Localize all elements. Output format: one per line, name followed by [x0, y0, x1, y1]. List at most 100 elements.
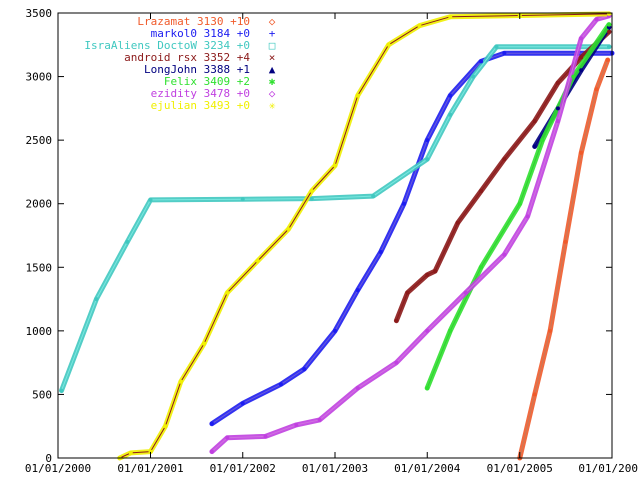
data-point [448, 112, 453, 117]
data-point [425, 272, 430, 277]
legend-series-score: 3184 +0 [204, 27, 250, 40]
data-point [540, 138, 545, 143]
data-point [525, 214, 530, 219]
x-tick-label: 01/01/2002 [210, 462, 276, 475]
data-point [606, 11, 611, 16]
data-point [579, 68, 584, 73]
data-point [479, 59, 484, 64]
legend-series-score: 3409 +2 [204, 75, 250, 88]
data-point [405, 290, 410, 295]
data-point [448, 93, 453, 98]
data-point [240, 401, 245, 406]
y-tick-label: 1500 [26, 261, 53, 274]
legend-series-score: 3493 +0 [204, 99, 250, 112]
series-line [61, 46, 609, 391]
data-point [548, 328, 553, 333]
plot-frame [57, 12, 613, 459]
legend-series-score: 3478 +0 [204, 87, 250, 100]
data-point [355, 288, 360, 293]
data-point [286, 227, 291, 232]
y-tick-label: 1000 [26, 325, 53, 338]
data-point [448, 328, 453, 333]
data-point [425, 157, 430, 162]
legend-item: ezidity 3478 +0 ◇ [151, 87, 276, 100]
series-markers [59, 11, 614, 460]
legend-series-name: markol0 [151, 27, 197, 40]
series-line [426, 24, 610, 389]
data-point [455, 220, 460, 225]
data-point [309, 196, 314, 201]
data-point [302, 367, 307, 371]
legend-marker: + [269, 27, 276, 40]
legend-series-name: ejulian [151, 99, 197, 112]
data-point [571, 74, 576, 79]
legend-marker: ◇ [269, 15, 276, 28]
data-point [532, 144, 537, 149]
data-point [479, 265, 484, 270]
data-point [563, 239, 568, 244]
y-tick-label: 2000 [26, 198, 53, 211]
data-point [555, 80, 560, 85]
x-tick-label: 01/01/2005 [487, 462, 553, 475]
data-point [378, 250, 383, 255]
data-point [479, 189, 484, 193]
data-point [394, 318, 399, 323]
data-point [502, 157, 507, 162]
x-tick-label: 01/01/2004 [394, 462, 461, 475]
legend-marker: ✳ [269, 99, 276, 112]
data-point [225, 435, 230, 440]
data-point [502, 252, 507, 257]
legend-series-name: Lrazamat [137, 15, 190, 28]
legend-series-score: 3352 +4 [204, 51, 251, 64]
series-2 [59, 44, 612, 394]
legend-label: Lrazamat 3130 +10 [137, 15, 250, 28]
legend-item: android rsx 3352 +4 × [124, 51, 275, 64]
data-point [148, 197, 153, 202]
data-point [128, 450, 133, 455]
data-point [555, 106, 560, 111]
legend-item: ejulian 3493 +0 ✳ [151, 99, 276, 112]
data-point [579, 36, 584, 41]
legend-item: Lrazamat 3130 +10 ◇ [137, 15, 275, 28]
data-point [606, 29, 611, 34]
legend: Lrazamat 3130 +10 ◇ markol0 3184 +0 + IsraAl… [84, 15, 275, 112]
data-point [555, 119, 560, 124]
data-point [425, 386, 430, 391]
data-point [448, 14, 453, 19]
data-point [255, 258, 260, 263]
legend-series-score: 3130 +10 [197, 15, 250, 28]
data-point [494, 44, 499, 49]
legend-item: markol0 3184 +0 + [151, 27, 276, 40]
data-point [394, 360, 399, 365]
legend-marker: □ [269, 39, 276, 52]
data-point [502, 51, 507, 56]
data-point [125, 239, 130, 244]
data-point [425, 328, 430, 333]
data-point [594, 17, 599, 22]
x-tick-label: 01/01/2003 [302, 462, 368, 475]
legend-series-name: Felix [164, 75, 197, 88]
data-point [579, 55, 584, 60]
y-tick-label: 500 [32, 388, 52, 401]
data-point [209, 421, 214, 426]
data-point [333, 163, 337, 168]
data-point [240, 197, 245, 202]
data-point [417, 23, 422, 28]
legend-series-name: android rsx [124, 51, 197, 64]
y-tick-label: 2500 [26, 134, 53, 147]
legend-series-score: 3388 +1 [204, 63, 250, 76]
data-point [278, 382, 283, 387]
legend-marker: ◇ [269, 87, 276, 100]
legend-label: ezidity 3478 +0 [151, 87, 250, 100]
legend-label: Felix 3409 +2 [164, 75, 250, 88]
data-point [333, 328, 337, 333]
data-point [209, 449, 214, 454]
legend-series-name: IsraAliens DoctoW [84, 39, 197, 52]
data-point [178, 379, 183, 384]
data-point [163, 424, 168, 429]
x-tick-label: 01/01/200 [578, 462, 638, 475]
data-point [309, 189, 314, 193]
y-tick-label: 0 [45, 452, 52, 465]
legend-spacer [197, 99, 204, 112]
